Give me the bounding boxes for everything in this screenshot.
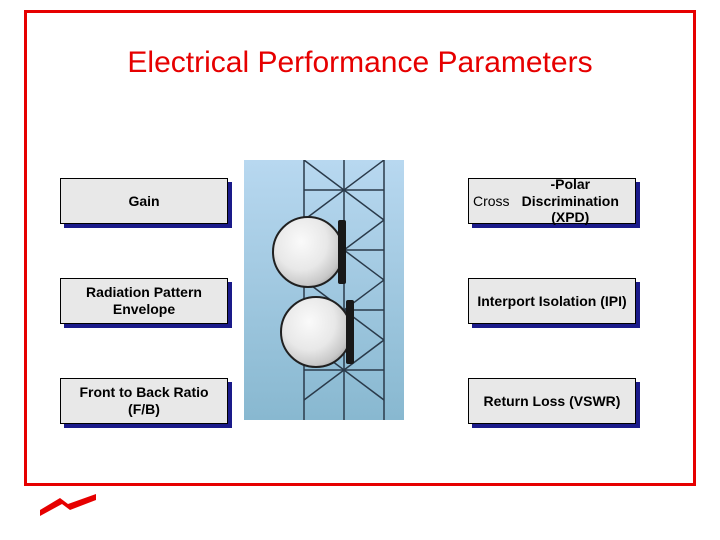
brand-logo-icon xyxy=(40,494,96,518)
slide-title: Electrical Performance Parameters xyxy=(0,46,720,80)
param-front-to-back: Front to Back Ratio (F/B) xyxy=(60,378,232,428)
param-label: Return Loss (VSWR) xyxy=(468,378,636,424)
param-label: Interport Isolation (IPI) xyxy=(468,278,636,324)
param-label: Cross-Polar Discrimination (XPD) xyxy=(468,178,636,224)
param-label: Front to Back Ratio (F/B) xyxy=(60,378,228,424)
param-interport-isolation: Interport Isolation (IPI) xyxy=(468,278,640,328)
antenna-tower-image xyxy=(244,160,404,420)
param-gain: Gain xyxy=(60,178,232,228)
dish-edge xyxy=(338,220,346,284)
param-return-loss: Return Loss (VSWR) xyxy=(468,378,640,428)
param-label: Gain xyxy=(60,178,228,224)
tower-lattice-icon xyxy=(244,160,404,420)
label-suffix: -Polar Discrimination (XPD) xyxy=(510,176,631,226)
dish-edge xyxy=(346,300,354,364)
param-cross-polar: Cross-Polar Discrimination (XPD) xyxy=(468,178,640,228)
param-label: Radiation Pattern Envelope xyxy=(60,278,228,324)
antenna-dish-icon xyxy=(272,216,344,288)
param-radiation-pattern: Radiation Pattern Envelope xyxy=(60,278,232,328)
label-prefix: Cross xyxy=(473,193,510,210)
antenna-dish-icon xyxy=(280,296,352,368)
